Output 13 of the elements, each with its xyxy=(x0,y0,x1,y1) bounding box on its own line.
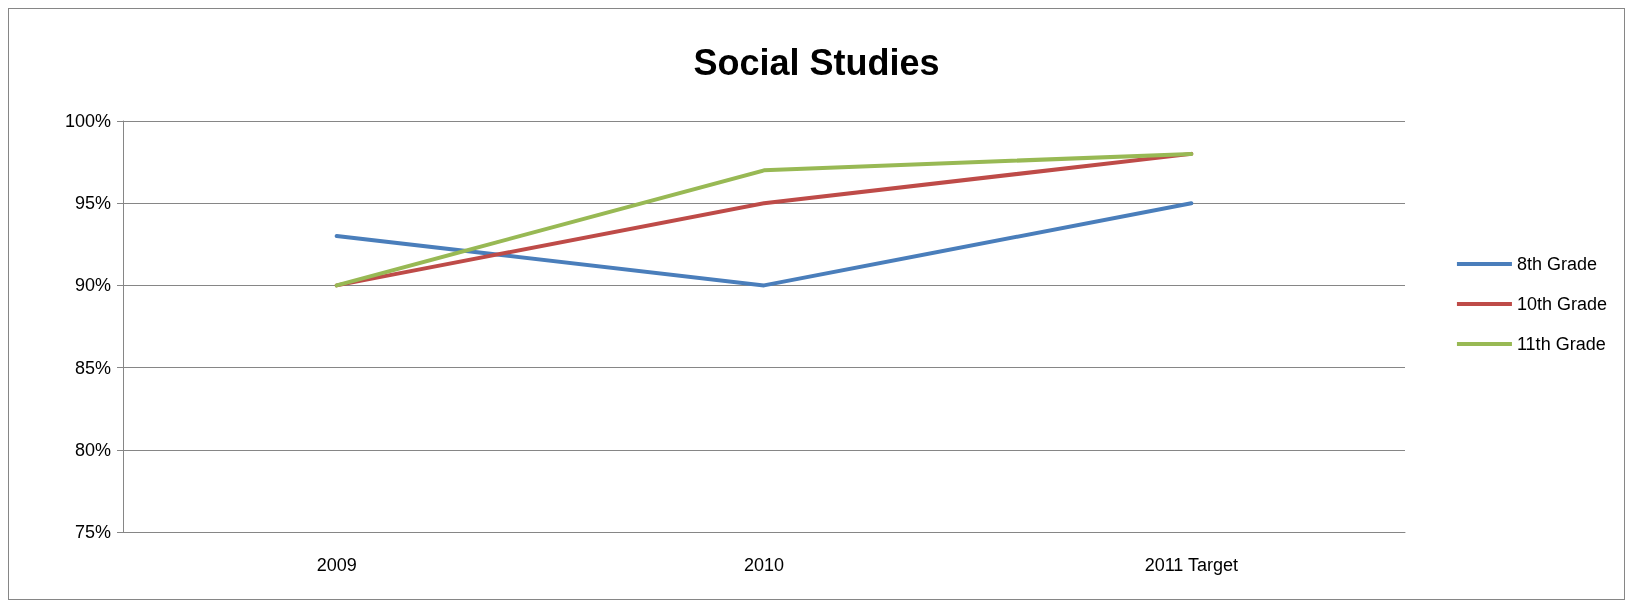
x-tick-label: 2010 xyxy=(743,555,785,575)
y-tick-label: 100% xyxy=(64,111,111,131)
x-tick-label: 2011 Target xyxy=(1144,555,1239,575)
y-tick-label: 85% xyxy=(74,357,111,378)
legend-label: 10th Grade xyxy=(1516,294,1607,314)
legend-label: 8th Grade xyxy=(1516,254,1597,274)
x-tick-label: 2009 xyxy=(316,555,357,575)
legend-label: 11th Grade xyxy=(1516,334,1606,354)
y-tick-label: 80% xyxy=(74,439,111,460)
chart-title: Social Studies xyxy=(693,41,940,83)
y-tick-label: 95% xyxy=(74,193,111,214)
y-tick-label: 75% xyxy=(74,522,111,542)
y-tick-label: 90% xyxy=(74,275,111,296)
